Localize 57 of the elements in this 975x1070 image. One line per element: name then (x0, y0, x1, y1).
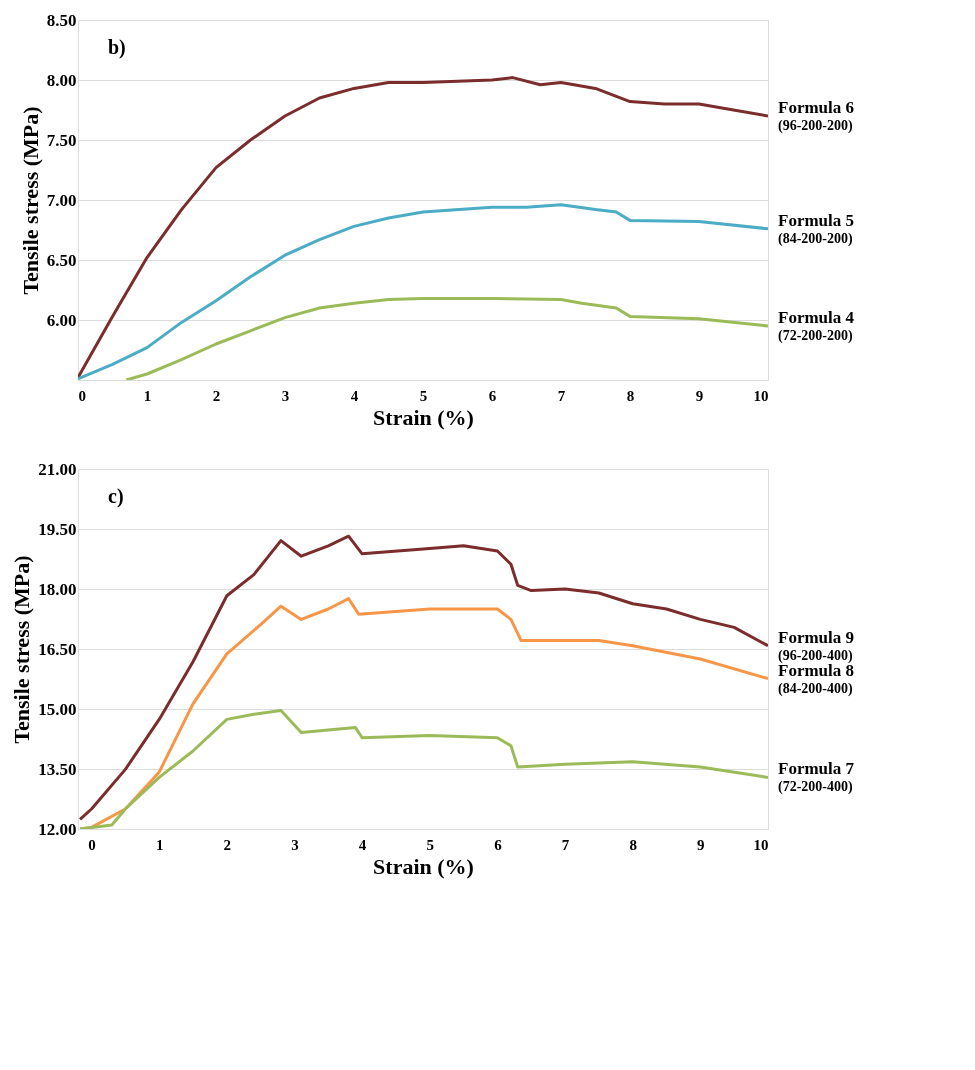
x-tick-label: 2 (223, 836, 232, 853)
y-axis-title: Tensile stress (MPa) (9, 555, 35, 744)
y-tick-label: 18.00 (38, 579, 77, 599)
x-tick-label: 2 (212, 387, 221, 404)
y-tick-label: 16.50 (38, 639, 77, 659)
x-tick-label: 5 (419, 387, 428, 404)
x-tick-label: 4 (350, 387, 359, 404)
series-label: Formula 4 (778, 308, 855, 327)
line-series (124, 296, 768, 380)
x-axis-title: Strain (%) (373, 853, 474, 879)
x-tick-label: 1 (155, 836, 164, 853)
line-series (78, 76, 768, 380)
y-tick-label: 13.50 (38, 759, 77, 779)
series-label: Formula 5 (778, 210, 855, 230)
text: (84-200-200) (778, 230, 853, 247)
series-label: Formula 7 (778, 759, 855, 779)
y-tick-label: 7.00 (46, 190, 77, 210)
x-tick-label: 7 (561, 836, 570, 853)
text: (72-200-200) (778, 328, 853, 344)
series-label: Formula 6 (778, 98, 855, 117)
x-tick-label: 4 (358, 836, 367, 853)
x-axis-title: Strain (%) (373, 404, 474, 430)
series-label: Formula 9 (778, 627, 855, 647)
y-tick-label: 8.00 (46, 70, 77, 90)
text: (72-200-400) (778, 779, 853, 796)
y-tick-label: 7.50 (46, 130, 77, 150)
x-tick-label: 1 (143, 387, 152, 404)
x-tick-label: 6 (488, 387, 497, 404)
x-tick-label: 3 (291, 836, 299, 853)
x-tick-label: 6 (494, 836, 503, 853)
x-tick-label: 9 (697, 836, 705, 853)
text: b) (108, 36, 126, 59)
x-tick-label: 5 (426, 836, 435, 853)
x-tick-label: 10 (753, 836, 769, 853)
y-tick-label: 21.00 (38, 459, 77, 479)
y-tick-label: 12.00 (38, 819, 77, 839)
line-series (78, 709, 768, 829)
x-tick-label: 8 (626, 387, 635, 404)
text: (84-200-400) (778, 680, 853, 697)
y-tick-label: 6.50 (46, 250, 77, 270)
text: (96-200-400) (778, 647, 853, 664)
text: c) (108, 485, 124, 508)
y-tick-label: 6.00 (46, 310, 77, 330)
x-tick-label: 8 (629, 836, 637, 853)
x-tick-label: 0 (78, 387, 86, 404)
x-tick-label: 3 (281, 387, 290, 404)
x-tick-label: 9 (695, 387, 704, 404)
x-tick-label: 7 (557, 387, 566, 404)
y-tick-label: 19.50 (38, 519, 77, 539)
y-axis-title: Tensile stress (MPa) (17, 106, 43, 295)
y-tick-label: 15.00 (38, 699, 77, 719)
text: (96-200-200) (778, 118, 853, 134)
x-tick-label: 0 (88, 836, 96, 853)
x-tick-label: 10 (753, 387, 769, 404)
y-tick-label: 8.50 (46, 10, 77, 30)
line-series (78, 203, 768, 380)
line-series (78, 534, 768, 821)
